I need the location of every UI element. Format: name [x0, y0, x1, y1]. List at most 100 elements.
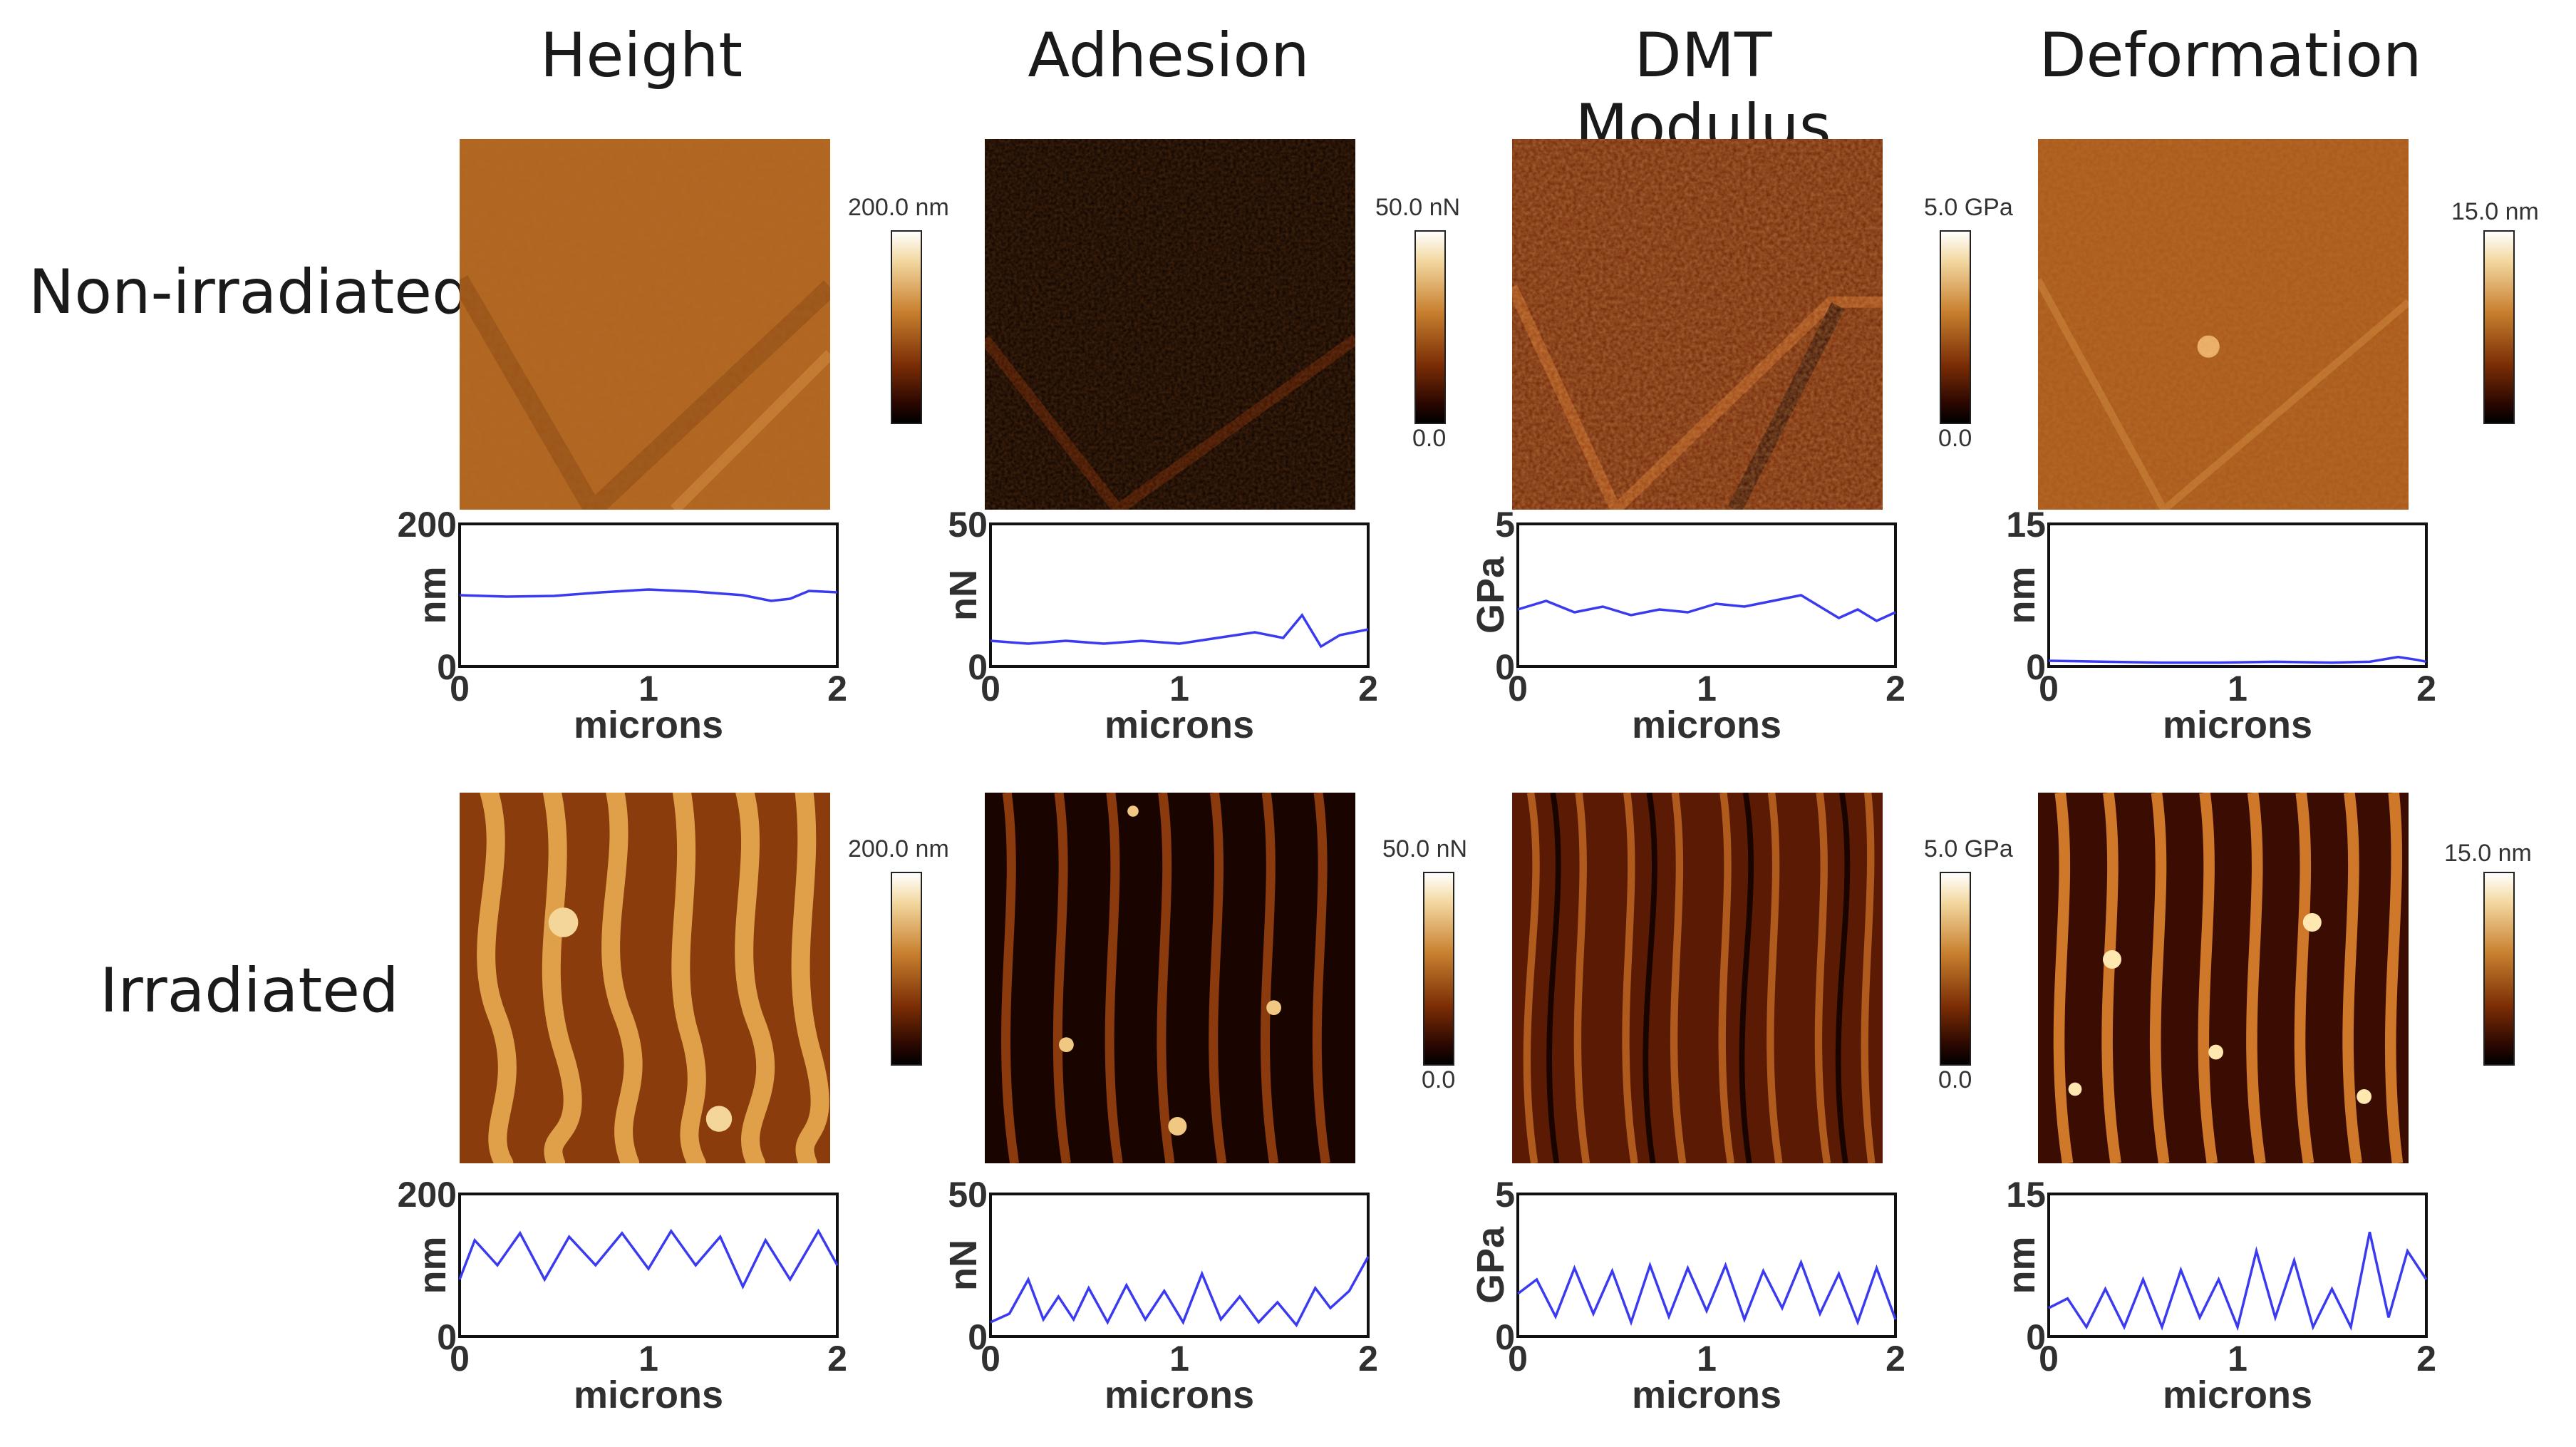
y-tick-label: 0: [437, 647, 457, 687]
x-tick-label: 1: [638, 669, 658, 709]
y-tick-label: 15: [2006, 1175, 2046, 1215]
x-tick-label: 1: [1697, 669, 1717, 709]
plot-frame: [1516, 522, 1897, 668]
plot-frame: [989, 522, 1370, 668]
x-tick-label: 1: [1169, 669, 1189, 709]
y-axis-label: nm: [2000, 567, 2043, 624]
y-tick-label: 0: [968, 647, 988, 687]
colorbar-adhesion-irradiated: [1423, 872, 1454, 1066]
x-tick-label: 0: [1508, 1339, 1528, 1379]
profile-line: [990, 1256, 1370, 1328]
plot-frame: [458, 1193, 839, 1338]
colorbar-height-non-irradiated: [891, 230, 922, 424]
row-label-non-irradiated: Non-irradiated: [29, 257, 471, 328]
colorbar-deformation-irradiated: [2483, 872, 2515, 1066]
afm-image-dmt-modulus-non-irradiated: [1512, 139, 1883, 510]
profile-svg: 0 1 2 0 200 microns nm: [398, 505, 847, 746]
x-tick-label: 2: [827, 1339, 847, 1379]
x-axis-label: microns: [1105, 704, 1254, 746]
x-axis-label: microns: [1632, 704, 1781, 746]
profile-plot-height-irradiated: 0 1 2 0 200 microns nm: [395, 1175, 866, 1443]
row-label-irradiated: Irradiated: [100, 955, 399, 1026]
profile-line: [459, 588, 838, 602]
y-axis-label: GPa: [1469, 556, 1512, 634]
afm-image-dmt-modulus-irradiated: [1512, 793, 1883, 1163]
x-tick-label: 0: [2039, 1339, 2059, 1379]
y-axis-label: nm: [411, 1237, 454, 1294]
y-tick-label: 15: [2006, 505, 2046, 545]
afm-image-height-irradiated: [460, 793, 830, 1163]
profile-line: [2048, 1231, 2428, 1332]
y-axis-label: GPa: [1469, 1226, 1512, 1304]
x-tick-label: 1: [2228, 1339, 2247, 1379]
y-axis-label: nN: [942, 570, 985, 621]
x-tick-label: 0: [450, 1339, 470, 1379]
profile-line: [2048, 655, 2427, 664]
colorbar-max-label: 5.0 GPa: [1924, 194, 2013, 221]
colorbar-max-label: 200.0 nm: [848, 835, 949, 862]
x-tick-label: 0: [981, 669, 1000, 709]
profile-plot-deformation-non-irradiated: 0 1 2 0 15 microns nm: [1985, 505, 2455, 773]
x-tick-label: 2: [1358, 1339, 1378, 1379]
x-tick-label: 2: [2416, 669, 2436, 709]
y-tick-label: 0: [2026, 647, 2046, 687]
plot-frame: [458, 522, 839, 668]
afm-image-deformation-non-irradiated: [2038, 139, 2409, 510]
y-tick-label: 0: [1495, 1317, 1515, 1357]
colorbar-min-label: 0.0: [1938, 1066, 1972, 1093]
y-tick-label: 200: [398, 1175, 457, 1215]
x-axis-label: microns: [1632, 1374, 1781, 1416]
profile-svg: 0 1 2 0 15 microns nm: [2000, 1175, 2436, 1416]
y-axis-label: nm: [2000, 1237, 2043, 1294]
y-tick-label: 50: [948, 505, 988, 545]
x-tick-label: 2: [827, 669, 847, 709]
x-tick-label: 2: [2416, 1339, 2436, 1379]
colorbar-max-label: 200.0 nm: [848, 194, 949, 221]
profile-line: [990, 612, 1369, 649]
x-tick-label: 0: [1508, 669, 1528, 709]
colorbar-adhesion-non-irradiated: [1414, 230, 1446, 424]
profile-plot-height-non-irradiated: 0 1 2 0 200 microns nm: [395, 505, 866, 773]
x-tick-label: 2: [1358, 669, 1378, 709]
profile-line: [1516, 1259, 1897, 1327]
x-tick-label: 0: [2039, 669, 2059, 709]
y-tick-label: 200: [398, 505, 457, 545]
colorbar-min-label: 0.0: [1422, 1066, 1456, 1093]
x-tick-label: 2: [1886, 1339, 1905, 1379]
colorbar-max-label: 15.0 nm: [2444, 840, 2532, 867]
x-axis-label: microns: [574, 1374, 723, 1416]
profile-plot-adhesion-non-irradiated: 0 1 2 0 50 microns nN: [926, 505, 1397, 773]
afm-image-deformation-irradiated: [2038, 793, 2409, 1163]
profile-svg: 0 1 2 0 200 microns nm: [398, 1175, 847, 1416]
profile-svg: 0 1 2 0 5 microns GPa: [1469, 1175, 1905, 1416]
colorbar-max-label: 5.0 GPa: [1924, 835, 2013, 862]
x-axis-label: microns: [574, 704, 723, 746]
colorbar-deformation-non-irradiated: [2483, 230, 2515, 424]
x-tick-label: 1: [638, 1339, 658, 1379]
x-axis-label: microns: [1105, 1374, 1254, 1416]
y-axis-label: nN: [942, 1240, 985, 1291]
x-tick-label: 0: [450, 669, 470, 709]
profile-plot-deformation-irradiated: 0 1 2 0 15 microns nm: [1985, 1175, 2455, 1443]
profile-plot-adhesion-irradiated: 0 1 2 0 50 microns nN: [926, 1175, 1397, 1443]
colorbar-min-label: 0.0: [1412, 425, 1447, 452]
plot-frame: [2047, 1193, 2428, 1338]
afm-image-adhesion-non-irradiated: [985, 139, 1355, 510]
x-axis-label: microns: [2163, 1374, 2312, 1416]
profile-line: [458, 1228, 839, 1290]
x-axis-label: microns: [2163, 704, 2312, 746]
y-tick-label: 5: [1495, 505, 1515, 545]
plot-frame: [989, 1193, 1370, 1338]
profile-svg: 0 1 2 0 50 microns nN: [942, 505, 1378, 746]
x-tick-label: 2: [1886, 669, 1905, 709]
colorbar-height-irradiated: [891, 872, 922, 1066]
column-title-height: Height: [539, 20, 743, 91]
y-tick-label: 50: [948, 1175, 988, 1215]
colorbar-min-label: 0.0: [1938, 425, 1972, 452]
profile-line: [1517, 594, 1896, 622]
colorbar-dmt-modulus-irradiated: [1940, 872, 1971, 1066]
profile-svg: 0 1 2 0 5 microns GPa: [1469, 505, 1905, 746]
x-tick-label: 1: [2228, 669, 2247, 709]
x-tick-label: 1: [1169, 1339, 1189, 1379]
profile-svg: 0 1 2 0 50 microns nN: [942, 1175, 1378, 1416]
